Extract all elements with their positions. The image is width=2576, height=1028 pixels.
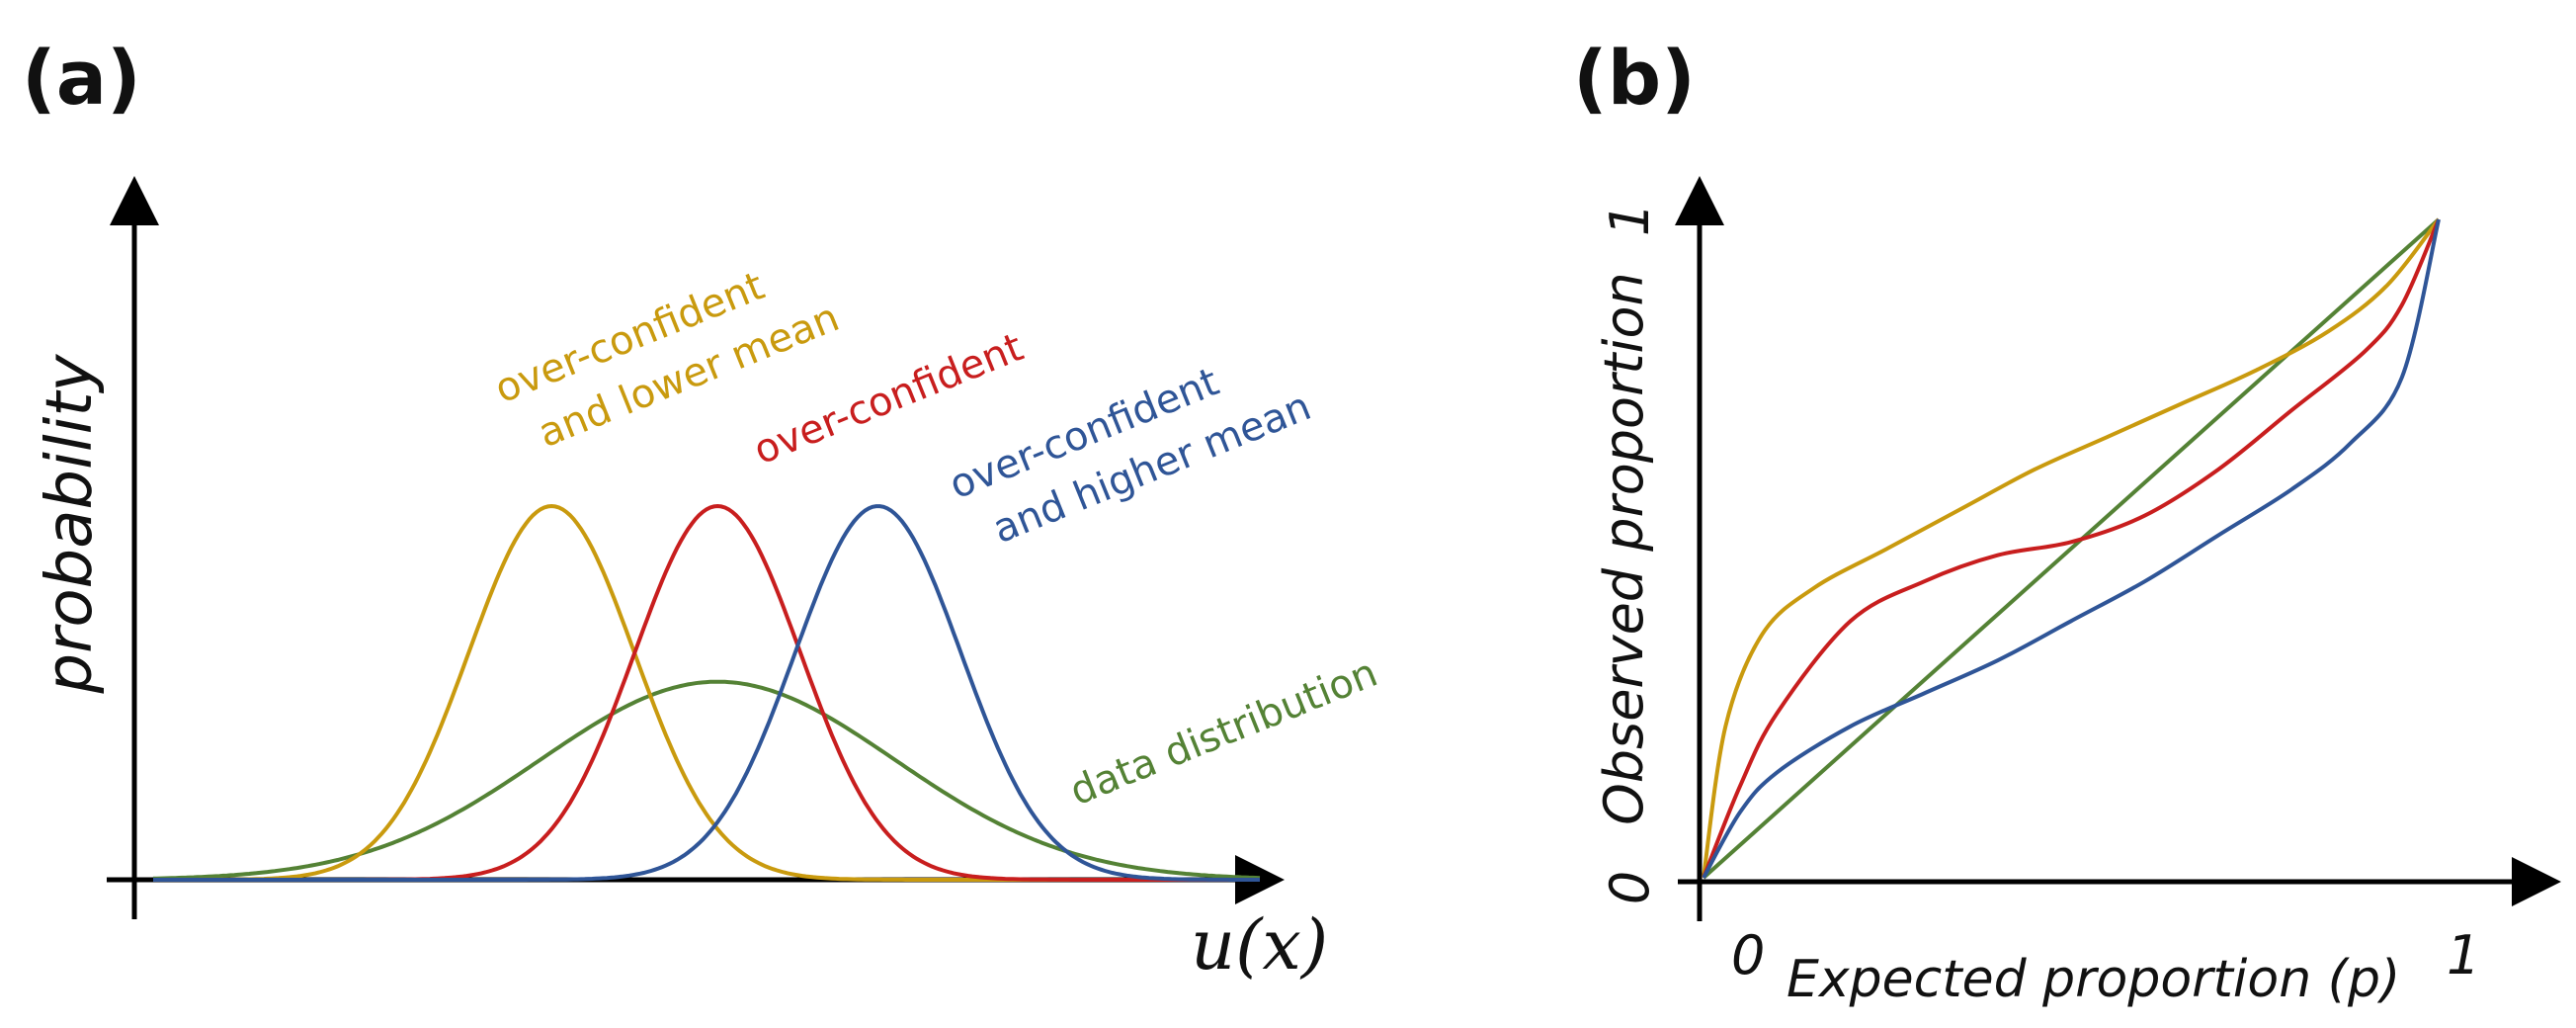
panel-b-ylabel: Observed proportion: [1593, 272, 1655, 824]
lower-mean-calibration-curve: [1702, 217, 2441, 879]
over-confident-calibration-curve: [1702, 218, 2441, 879]
panel-b-y-tick-0: 0: [1599, 871, 1661, 904]
lower-mean-curve: [153, 503, 1260, 882]
data-distribution-curve: [152, 679, 1261, 881]
over-confident-curve: [153, 503, 1260, 882]
panel-a-ylabel: probability: [34, 353, 107, 694]
panel-b-x-tick-1: 1: [2447, 924, 2480, 986]
higher-mean-calibration-curve: [1702, 218, 2441, 879]
ideal-calibration-line: [1702, 217, 2441, 880]
panel-b-xlabel: Expected proportion (p): [1787, 950, 2400, 1009]
panel-b-x-tick-0: 0: [1731, 924, 1765, 986]
panel-b-y-tick-1: 1: [1599, 203, 1661, 236]
panel-b: (b) 0 1 0 1 Expected proportion (p) Obse…: [1573, 34, 2561, 1009]
panel-a-xlabel: u(x): [1191, 904, 1328, 985]
annotation-data-distribution: data distribution: [1064, 650, 1384, 815]
panel-a: (a) probability u(x) over-confident and …: [22, 34, 1383, 985]
panel-a-label: (a): [22, 34, 141, 122]
higher-mean-curve: [153, 504, 1260, 882]
panel-b-label: (b): [1573, 34, 1696, 122]
